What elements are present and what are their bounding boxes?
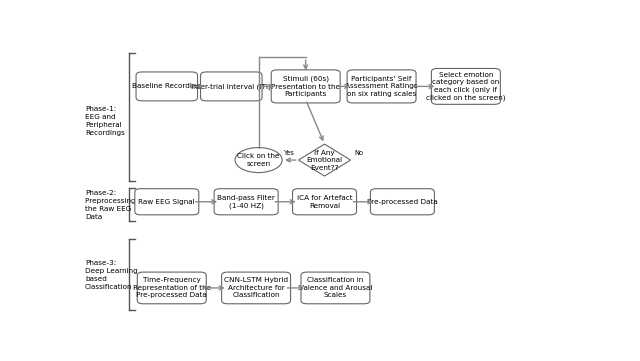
FancyBboxPatch shape [221,272,291,304]
FancyBboxPatch shape [271,70,340,103]
Text: ICA for Artefact
Removal: ICA for Artefact Removal [297,195,353,209]
Text: Participants' Self
Assessment Ratings
on six rating scales: Participants' Self Assessment Ratings on… [345,76,418,97]
FancyBboxPatch shape [214,189,278,215]
FancyBboxPatch shape [292,189,356,215]
Text: No: No [355,150,364,156]
Text: Phase-3:
Deep Learning
based
Classification: Phase-3: Deep Learning based Classificat… [85,260,138,291]
Text: Yes: Yes [284,150,294,156]
Text: CNN-LSTM Hybrid
Architecture for
Classification: CNN-LSTM Hybrid Architecture for Classif… [224,278,288,299]
FancyBboxPatch shape [431,69,500,104]
Text: Classification in
Valence and Arousal
Scales: Classification in Valence and Arousal Sc… [299,278,372,299]
Text: Time-Frequency
Representation of the
Pre-processed Data: Time-Frequency Representation of the Pre… [132,278,211,299]
Text: Phase-2:
Preprocessing of
the Raw EEG
Data: Phase-2: Preprocessing of the Raw EEG Da… [85,190,145,219]
Text: Raw EEG Signal: Raw EEG Signal [138,199,195,205]
FancyBboxPatch shape [347,70,416,103]
Text: Select emotion
category based on
each click (only if
clicked on the screen): Select emotion category based on each cl… [426,71,506,101]
FancyBboxPatch shape [136,72,198,101]
Text: Baseline Recording: Baseline Recording [132,83,202,90]
FancyBboxPatch shape [200,72,262,101]
Text: Inter-trial Interval (ITI): Inter-trial Interval (ITI) [191,83,271,90]
Text: Band-pass Filter
(1-40 HZ): Band-pass Filter (1-40 HZ) [217,195,275,209]
Text: Click on the
screen: Click on the screen [237,153,280,167]
Text: Pre-processed Data: Pre-processed Data [367,199,438,205]
Text: If Any
Emotional
Event??: If Any Emotional Event?? [307,149,342,170]
FancyBboxPatch shape [301,272,370,304]
Text: Phase-1:
EEG and
Peripheral
Recordings: Phase-1: EEG and Peripheral Recordings [85,106,125,136]
Text: Stimuli (60s)
Presentation to the
Participants: Stimuli (60s) Presentation to the Partic… [271,76,340,97]
Polygon shape [298,144,351,176]
FancyBboxPatch shape [138,272,206,304]
FancyBboxPatch shape [371,189,435,215]
Ellipse shape [235,148,282,173]
FancyBboxPatch shape [135,189,199,215]
